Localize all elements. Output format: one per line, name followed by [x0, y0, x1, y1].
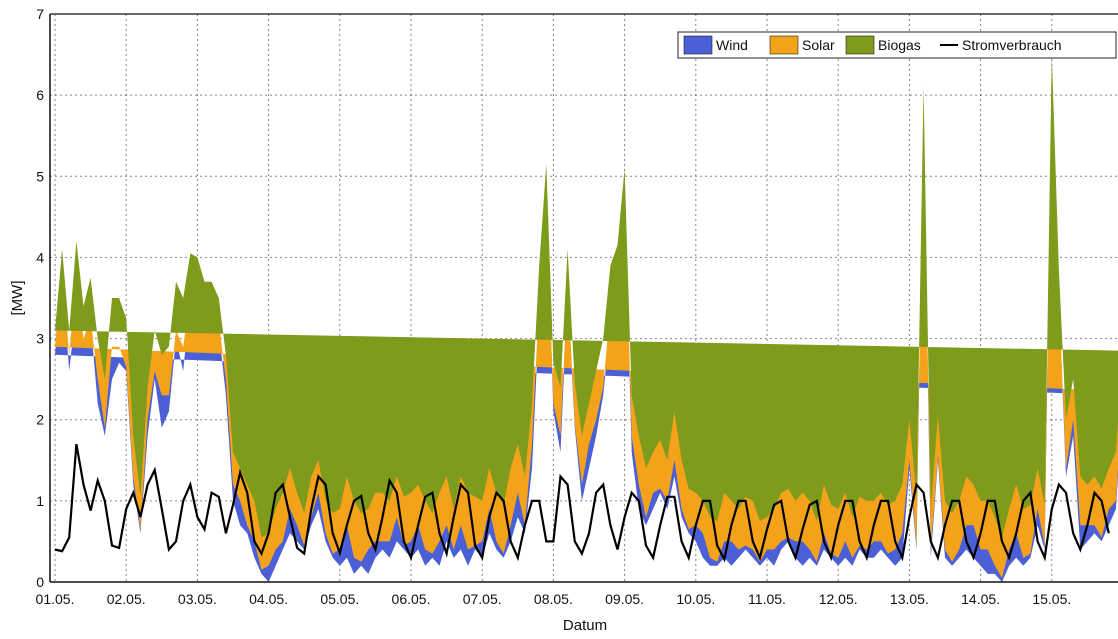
area-biogas [55, 54, 1118, 538]
y-tick-label-7: 7 [36, 6, 44, 22]
x-tick-label-1: 01.05. [36, 591, 75, 607]
x-tick-label-13: 13.05. [890, 591, 929, 607]
x-tick-label-15: 15.05. [1032, 591, 1071, 607]
x-tick-label-5: 05.05. [320, 591, 359, 607]
x-tick-label-10: 10.05. [676, 591, 715, 607]
y-tick-label-0: 0 [36, 574, 44, 590]
x-tick-label-7: 07.05. [463, 591, 502, 607]
x-tick-label-2: 02.05. [107, 591, 146, 607]
x-tick-label-11: 11.05. [748, 591, 786, 607]
legend-label-biogas: Biogas [878, 37, 921, 53]
y-tick-label-3: 3 [36, 331, 44, 347]
legend-label-stromverbrauch: Stromverbrauch [962, 37, 1062, 53]
legend-swatch-wind [683, 35, 713, 55]
legend-swatch-biogas [845, 35, 875, 55]
y-tick-label-4: 4 [36, 249, 44, 265]
y-tick-label-2: 2 [36, 412, 44, 428]
line-stromverbrauch [54, 443, 1110, 563]
x-tick-label-14: 14.05. [961, 591, 1000, 607]
legend-box [677, 31, 1117, 59]
legend-label-solar: Solar [802, 37, 835, 53]
legend-label-wind: Wind [716, 37, 748, 53]
x-tick-label-4: 04.05. [249, 591, 288, 607]
y-axis-title: [MW] [9, 281, 26, 316]
x-tick-label-6: 06.05. [392, 591, 431, 607]
legend-swatch-solar [769, 35, 799, 55]
x-tick-label-8: 08.05. [534, 591, 573, 607]
x-tick-label-3: 03.05. [178, 591, 217, 607]
x-tick-label-12: 12.05. [819, 591, 858, 607]
y-tick-label-6: 6 [36, 87, 44, 103]
x-tick-label-9: 09.05. [605, 591, 644, 607]
x-axis-title: Datum [563, 617, 607, 634]
y-tick-label-1: 1 [36, 493, 44, 509]
y-tick-label-5: 5 [36, 168, 44, 184]
